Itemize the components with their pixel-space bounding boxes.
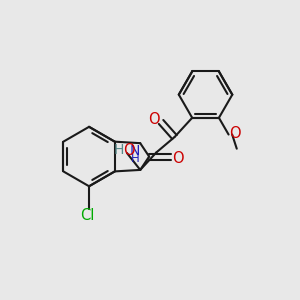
Text: O: O (172, 151, 184, 166)
Text: N: N (130, 145, 140, 158)
Text: H: H (130, 152, 139, 164)
Text: O: O (148, 112, 160, 127)
Text: O: O (124, 142, 135, 158)
Text: H: H (113, 143, 124, 157)
Text: Cl: Cl (80, 208, 95, 224)
Text: O: O (229, 126, 241, 141)
